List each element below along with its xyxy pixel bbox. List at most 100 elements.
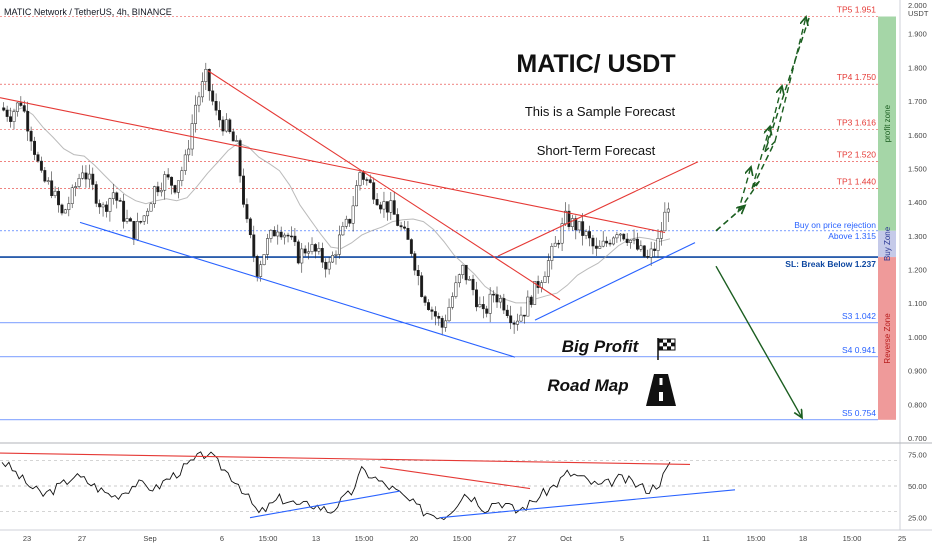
candle: [550, 245, 554, 261]
forecast-arrow: [737, 167, 751, 213]
candle: [50, 180, 54, 197]
candle: [303, 248, 307, 254]
symbol-title: MATIC Network / TetherUS, 4h, BINANCE: [4, 7, 172, 17]
oscillator-trendline-red: [0, 452, 691, 466]
candle: [125, 218, 129, 222]
forecast-arrow: [715, 206, 745, 232]
candle: [570, 218, 574, 227]
time-tick-label: 27: [78, 534, 86, 543]
candle: [166, 174, 170, 178]
candle: [625, 238, 629, 243]
forecast-arrow: [774, 17, 806, 142]
candle: [512, 322, 516, 325]
oscillator-tick-label: 25.00: [908, 514, 927, 523]
candle: [276, 231, 280, 237]
time-tick-label: 27: [508, 534, 516, 543]
candle: [152, 186, 156, 205]
candle: [63, 209, 67, 214]
candle: [485, 308, 489, 314]
candle: [207, 68, 211, 92]
time-tick-label: 18: [799, 534, 807, 543]
flag-check: [659, 346, 663, 351]
candle: [416, 270, 420, 276]
candle: [399, 225, 403, 228]
candle: [108, 198, 112, 212]
candle: [653, 248, 657, 251]
candle: [180, 170, 184, 181]
candle: [187, 148, 191, 156]
candle: [29, 130, 33, 142]
oscillator-trendline-blue: [439, 489, 736, 519]
candle: [447, 307, 451, 322]
time-tick-label: 11: [702, 534, 710, 543]
candle: [375, 199, 379, 206]
flag-check: [663, 342, 667, 347]
forecast-title: MATIC/ USDT: [516, 50, 675, 78]
candle: [444, 320, 448, 328]
candle: [646, 256, 650, 258]
candle: [331, 255, 335, 263]
candle: [581, 221, 585, 236]
candle: [283, 234, 287, 238]
big-profit-text: Big Profit: [562, 337, 640, 356]
candle: [46, 180, 50, 182]
candle: [84, 172, 88, 180]
candle: [149, 203, 153, 212]
buy-zone-label: Buy Zone: [883, 226, 892, 261]
candle: [533, 281, 537, 305]
candle: [656, 238, 660, 251]
candle: [26, 111, 30, 132]
candle: [197, 96, 201, 106]
price-tick-label: 0.700: [908, 434, 927, 443]
candle: [313, 244, 317, 252]
candle: [242, 175, 245, 205]
price-tick-label: 1.400: [908, 198, 927, 207]
candle: [649, 248, 653, 258]
candle: [615, 234, 619, 239]
candle: [156, 186, 160, 193]
level-label: TP1 1.440: [837, 177, 876, 187]
oscillator-tick-label: 75.00: [908, 450, 927, 459]
candle: [639, 245, 643, 250]
candle: [567, 210, 571, 227]
price-tick-label: 1.900: [908, 30, 927, 39]
candle: [286, 234, 290, 237]
price-tick-label: 1.200: [908, 266, 927, 275]
candle: [344, 218, 348, 227]
candle: [115, 192, 119, 201]
candle: [430, 309, 434, 312]
candle: [324, 261, 328, 270]
trendline-red: [207, 70, 561, 301]
flag-check: [659, 339, 663, 343]
candle: [36, 154, 40, 162]
currency-label: USDT: [908, 9, 929, 18]
candle: [221, 119, 225, 132]
candle: [605, 240, 609, 244]
time-tick-label: 15:00: [259, 534, 278, 543]
candle: [543, 276, 547, 283]
candle: [60, 204, 64, 214]
candle: [361, 172, 365, 180]
time-tick-label: 15:00: [843, 534, 862, 543]
reverse-zone: [878, 257, 896, 420]
candle: [57, 190, 60, 206]
time-tick-label: 15:00: [355, 534, 374, 543]
oscillator-trendline-blue: [249, 490, 401, 519]
candle: [522, 314, 526, 317]
candle: [204, 68, 208, 82]
candle: [560, 223, 564, 244]
candle: [392, 200, 396, 215]
candle: [495, 294, 499, 303]
candle: [406, 228, 410, 240]
candle: [252, 234, 256, 257]
candle: [43, 170, 47, 182]
candle: [629, 239, 633, 243]
candle: [94, 184, 98, 204]
level-label: S5 0.754: [842, 408, 876, 418]
candle: [91, 173, 95, 185]
candle: [584, 231, 588, 236]
candle: [317, 248, 321, 252]
candle: [475, 289, 478, 308]
level-label: Buy on price rejection: [794, 220, 876, 230]
